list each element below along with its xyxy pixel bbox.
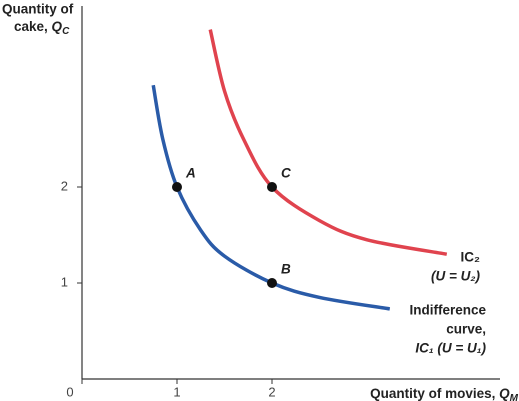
point (267, 182, 277, 192)
curve-label: IC₁ (U = U₁) (415, 341, 486, 356)
curve-label: IC₂ (461, 250, 481, 265)
indifference-curve (151, 84, 391, 311)
x-tick-label: 0 (66, 384, 73, 399)
point-label: A (185, 166, 196, 181)
y-tick-label: 1 (61, 274, 68, 289)
point (267, 278, 277, 288)
indifference-curve (208, 29, 448, 256)
curve-label: curve, (446, 322, 486, 337)
curve-label: (U = U₂) (431, 269, 481, 284)
point-label: C (281, 166, 291, 181)
x-axis-label: Quantity of movies, QM (370, 386, 519, 401)
x-tick-label: 1 (173, 384, 180, 399)
curve-label: Indifference (409, 303, 486, 318)
y-axis-label: cake, QC (14, 19, 70, 37)
y-axis-label: Quantity of (2, 2, 74, 17)
x-tick-label: 2 (268, 384, 275, 399)
point (172, 182, 182, 192)
y-tick-label: 2 (61, 178, 68, 193)
point-label: B (281, 262, 291, 277)
